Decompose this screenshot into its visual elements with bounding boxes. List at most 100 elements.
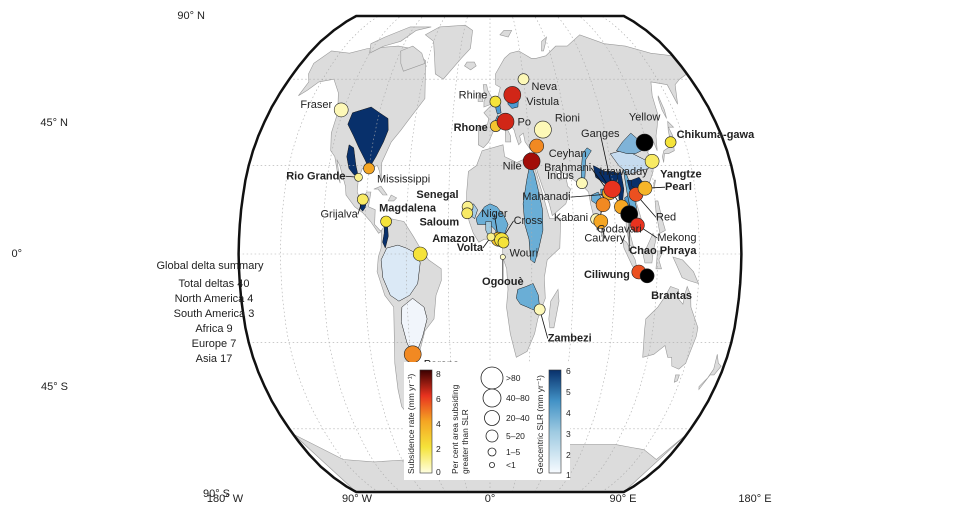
meridian-line — [579, 16, 658, 492]
delta-marker-brantas[interactable] — [639, 268, 655, 284]
delta-label-ogoou-: Ogoouè — [482, 276, 524, 288]
slr-tick: 2 — [566, 450, 571, 460]
land-sakhalin — [657, 95, 667, 119]
delta-marker-yellow[interactable] — [635, 133, 654, 152]
delta-marker-indus[interactable] — [576, 177, 588, 189]
meridian-line — [363, 16, 424, 492]
delta-marker-mississippi[interactable] — [363, 162, 375, 175]
axis-labels: 90° N 45° N 0° 45° S 90° S 180° W 90° W … — [11, 10, 771, 505]
delta-label-rhone: Rhone — [454, 122, 488, 134]
nile-basin — [522, 161, 544, 264]
delta-label-senegal: Senegal — [416, 189, 458, 201]
delta-marker-ogoou-[interactable] — [499, 254, 506, 260]
slr-tick: 6 — [566, 366, 571, 376]
meridian-line — [280, 16, 379, 492]
delta-marker-grijalva[interactable] — [356, 193, 369, 206]
delta-marker-ceyhan[interactable] — [529, 138, 545, 154]
delta-marker-volta[interactable] — [486, 232, 496, 242]
delta-marker-mekong[interactable] — [630, 217, 645, 233]
lat-label-45n: 45° N — [40, 117, 68, 129]
land-new-guinea — [672, 256, 700, 284]
delta-marker-vistula[interactable] — [503, 86, 522, 104]
land-greenland — [424, 24, 473, 80]
delta-label-zambezi: Zambezi — [548, 333, 592, 345]
subsidence-legend-title: Subsidence rate (mm yr⁻¹) — [406, 373, 416, 474]
delta-marker-fraser[interactable] — [333, 102, 349, 118]
delta-label-mahanadi: Mahanadi — [522, 191, 570, 203]
indus-basin — [580, 147, 592, 185]
delta-label-saloum: Saloum — [419, 216, 459, 228]
land-novaya-zemlya — [541, 36, 547, 52]
delta-marker-chao-phraya[interactable] — [620, 205, 639, 223]
delta-label-niger: Niger — [481, 208, 508, 220]
size-legend-label: 40–80 — [506, 393, 530, 403]
slr-legend-title: Geocentric SLR (mm yr⁻¹) — [535, 375, 545, 474]
slr-tick: 5 — [566, 387, 571, 397]
lon-label-0: 0° — [485, 493, 496, 505]
delta-marker-rio-grande[interactable] — [354, 173, 363, 182]
delta-marker-ganges[interactable] — [603, 180, 622, 198]
delta-marker-rioni[interactable] — [534, 120, 552, 139]
meridian-line — [601, 16, 700, 492]
size-legend-label: 5–20 — [506, 431, 525, 441]
delta-label-godavari: Godavari — [597, 224, 642, 236]
delta-label-red: Red — [656, 211, 676, 223]
size-legend-circle — [488, 461, 495, 468]
land-iceland — [464, 61, 477, 71]
delta-label-po: Po — [518, 117, 531, 129]
delta-label-kabani: Kabani — [554, 212, 588, 224]
delta-marker-magdalena[interactable] — [380, 215, 392, 228]
size-legend-circle — [482, 388, 502, 408]
amazon-basin — [380, 244, 421, 302]
slr-tick: 1 — [566, 470, 571, 480]
delta-marker-nile[interactable] — [522, 152, 541, 171]
delta-marker-cauvery[interactable] — [593, 214, 609, 229]
delta-label-grijalva: Grijalva — [321, 208, 359, 220]
lon-label-180w: 180° W — [207, 493, 244, 505]
subsidence-tick: 6 — [436, 394, 441, 404]
delta-marker-parana[interactable] — [403, 345, 422, 364]
size-legend-label: 1–5 — [506, 447, 520, 457]
summary-line: South America 3 — [174, 308, 255, 320]
delta-marker-po[interactable] — [496, 112, 515, 131]
delta-marker-godavari[interactable] — [595, 197, 611, 212]
summary-line: Africa 9 — [195, 323, 232, 335]
delta-marker-pearl[interactable] — [637, 180, 653, 196]
delta-marker-rhine[interactable] — [489, 95, 502, 108]
land-hispaniola — [387, 194, 398, 202]
lon-label-90w: 90° W — [342, 493, 373, 505]
global-delta-summary: Global delta summary Total deltas 40 Nor… — [157, 260, 264, 365]
delta-label-yellow: Yellow — [629, 112, 660, 124]
lon-label-90e: 90° E — [609, 493, 636, 505]
size-legend-circle — [484, 410, 500, 426]
subsidence-tick: 4 — [436, 419, 441, 429]
mississippi-basin — [347, 106, 389, 169]
delta-markers — [333, 73, 677, 364]
land-tasmania — [673, 374, 680, 383]
subsidence-tick: 8 — [436, 369, 441, 379]
delta-label-cross: Cross — [514, 215, 543, 227]
summary-line: Total deltas 40 — [179, 278, 250, 290]
delta-marker-zambezi[interactable] — [533, 303, 546, 316]
land-ireland — [477, 92, 484, 102]
size-legend-label: 20–40 — [506, 413, 530, 423]
meridian-line — [556, 16, 617, 492]
delta-label-magdalena: Magdalena — [379, 203, 437, 215]
delta-label-wouri: Wouri — [510, 248, 539, 260]
summary-line: Europe 7 — [192, 338, 237, 350]
delta-marker-neva[interactable] — [517, 73, 530, 85]
legend: Subsidence rate (mm yr⁻¹) 0 2 4 6 8 Per … — [404, 362, 571, 480]
lat-label-0: 0° — [11, 248, 22, 260]
delta-marker-amazon[interactable] — [412, 246, 428, 262]
delta-marker-saloum[interactable] — [461, 207, 474, 220]
land-madagascar — [548, 288, 560, 329]
slr-colorbar — [548, 369, 562, 474]
land-arctic-islands — [369, 26, 432, 54]
globe-outline — [237, 14, 743, 494]
delta-marker-yangtze[interactable] — [644, 154, 660, 169]
subsidence-colorbar — [419, 369, 433, 474]
delta-marker-chikuma-gawa[interactable] — [664, 136, 677, 148]
delta-label-amazon: Amazon — [432, 233, 475, 245]
delta-marker-wouri[interactable] — [497, 236, 510, 249]
